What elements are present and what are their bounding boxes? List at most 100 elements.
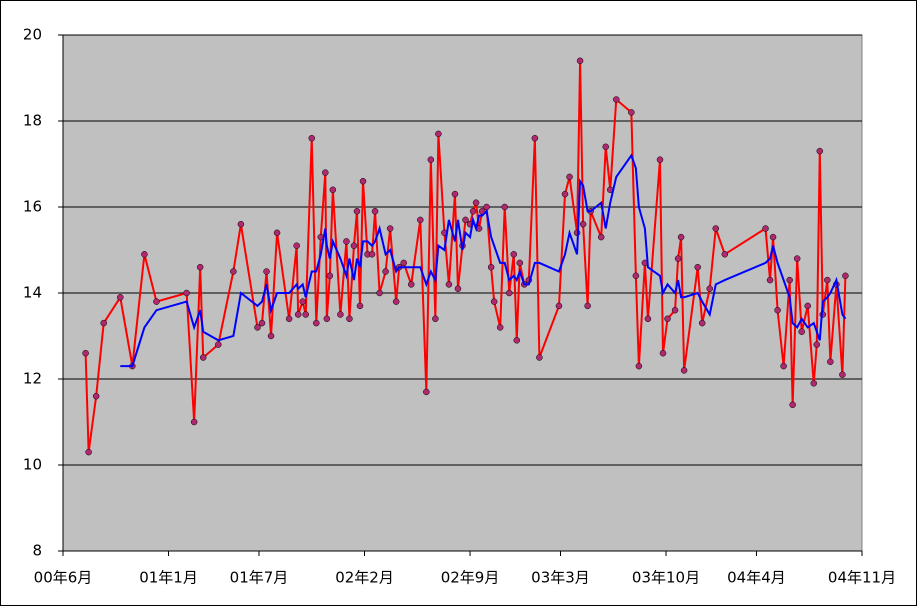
point: [258, 319, 266, 327]
point: [505, 289, 513, 297]
point: [153, 298, 160, 305]
point: [386, 225, 394, 232]
point: [496, 324, 504, 331]
point: [839, 371, 846, 378]
point: [356, 302, 364, 310]
point: [472, 199, 480, 206]
point: [584, 302, 591, 310]
point: [816, 147, 824, 155]
point: [786, 276, 793, 284]
point: [190, 418, 198, 426]
point: [824, 276, 831, 284]
x-tick-label: 01年1月: [139, 569, 198, 587]
point: [400, 259, 407, 267]
point: [302, 311, 309, 318]
point: [407, 281, 415, 288]
point: [273, 229, 281, 237]
point: [117, 294, 124, 301]
point: [237, 220, 245, 228]
point: [322, 169, 329, 176]
point: [423, 388, 430, 396]
point: [85, 448, 92, 456]
point: [346, 315, 353, 323]
point: [183, 289, 190, 297]
point: [454, 285, 462, 292]
point: [329, 186, 337, 194]
point: [628, 109, 635, 116]
point: [774, 306, 781, 314]
point: [698, 319, 706, 327]
y-tick-label: 12: [23, 370, 42, 388]
point: [671, 306, 679, 314]
point: [427, 156, 435, 163]
point: [293, 242, 300, 249]
y-tick-label: 16: [23, 198, 42, 216]
series-line: [120, 153, 847, 368]
point: [323, 315, 331, 323]
point: [501, 203, 508, 211]
point: [263, 268, 270, 275]
point: [196, 263, 204, 271]
point: [798, 328, 805, 335]
point: [483, 203, 490, 211]
series-line: [84, 60, 847, 453]
point: [299, 298, 306, 305]
point: [294, 311, 302, 318]
point: [267, 332, 275, 340]
point: [566, 173, 573, 181]
point: [490, 298, 498, 305]
point: [469, 208, 477, 215]
point: [308, 134, 315, 142]
point: [516, 259, 524, 267]
point: [230, 268, 237, 275]
point: [842, 272, 849, 280]
point: [613, 96, 620, 103]
point: [337, 311, 344, 318]
point: [659, 349, 667, 357]
point: [141, 251, 148, 258]
point: [789, 401, 796, 409]
point: [462, 216, 469, 224]
point: [417, 216, 424, 224]
x-tick-label: 02年9月: [441, 569, 500, 587]
point: [254, 324, 261, 331]
x-tick-label: 03年10月: [632, 569, 700, 587]
point: [451, 190, 459, 198]
point: [721, 251, 729, 258]
point: [100, 319, 107, 327]
point: [343, 238, 350, 245]
point: [435, 130, 442, 138]
point: [712, 225, 720, 232]
point: [810, 380, 818, 387]
point: [92, 392, 100, 400]
point: [536, 354, 543, 361]
point: [602, 143, 609, 151]
point: [513, 337, 521, 344]
point: [368, 251, 376, 258]
point: [359, 177, 367, 185]
point: [804, 302, 811, 310]
point: [793, 255, 801, 262]
point: [555, 302, 563, 310]
point: [769, 233, 777, 241]
y-tick-label: 8: [32, 542, 42, 560]
point: [313, 319, 320, 327]
point: [326, 272, 334, 280]
point: [780, 362, 787, 370]
point: [445, 281, 453, 288]
point: [635, 362, 643, 370]
y-tick-label: 20: [23, 26, 42, 44]
point: [432, 315, 439, 323]
x-tick-label: 00年6月: [34, 569, 93, 587]
point: [813, 341, 821, 348]
point: [215, 341, 222, 348]
point: [632, 272, 640, 280]
x-tick-label: 04年4月: [727, 569, 786, 587]
point: [597, 233, 605, 241]
point: [827, 358, 834, 366]
point: [706, 285, 713, 292]
point: [677, 233, 685, 241]
point: [664, 315, 671, 323]
point: [766, 276, 774, 284]
